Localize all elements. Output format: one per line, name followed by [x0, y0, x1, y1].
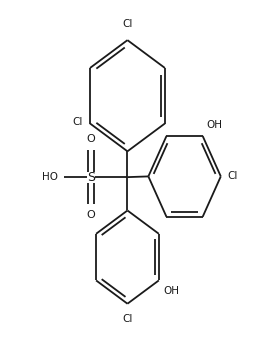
Text: OH: OH	[163, 286, 179, 296]
Text: Cl: Cl	[227, 171, 237, 181]
Text: HO: HO	[42, 172, 58, 182]
Text: O: O	[87, 211, 95, 220]
Text: Cl: Cl	[73, 117, 83, 127]
Text: Cl: Cl	[122, 19, 133, 30]
Text: S: S	[87, 171, 95, 184]
Text: OH: OH	[207, 120, 223, 130]
Text: O: O	[87, 134, 95, 144]
Text: Cl: Cl	[122, 315, 133, 324]
